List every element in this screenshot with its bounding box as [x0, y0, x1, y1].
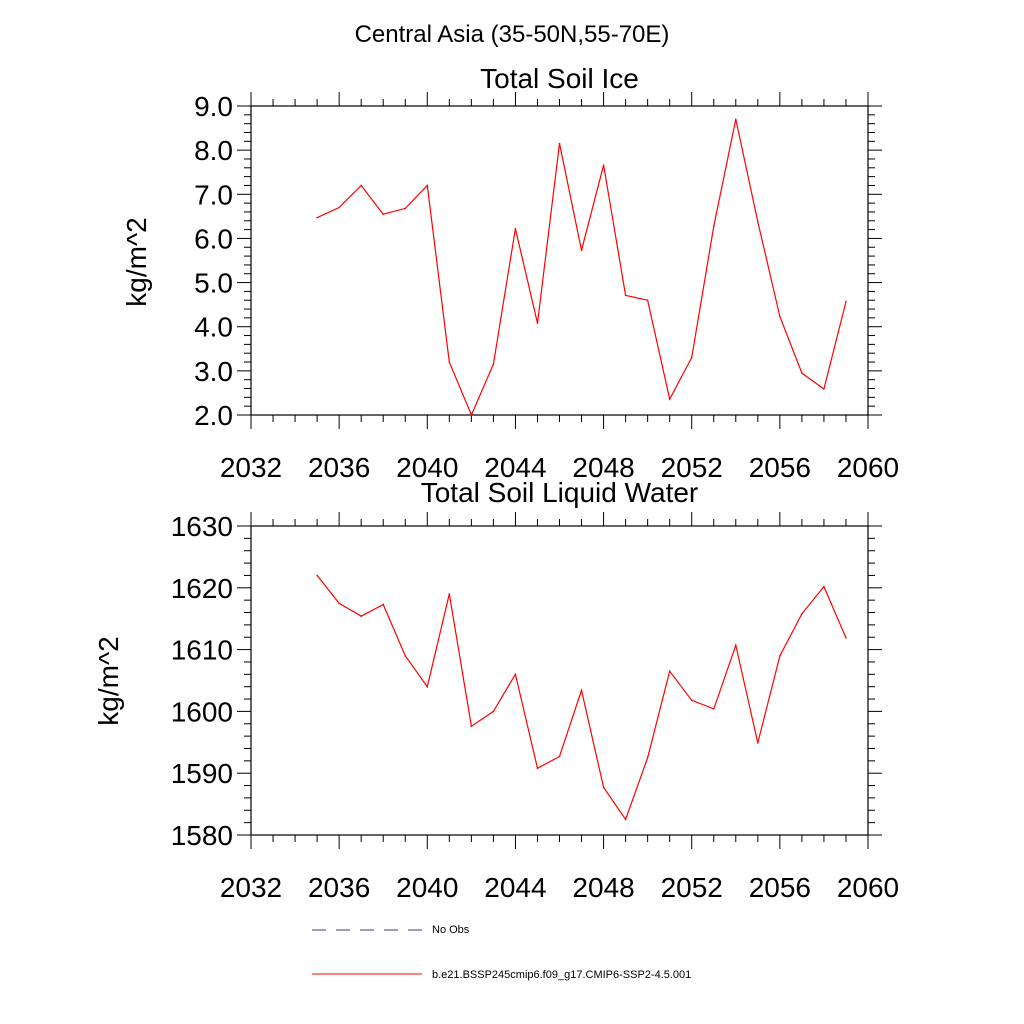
data-point — [470, 414, 473, 416]
x-tick-label: 2060 — [837, 452, 899, 483]
data-point — [382, 603, 385, 606]
data-point — [624, 818, 627, 821]
data-point — [382, 213, 385, 215]
data-point — [514, 673, 517, 676]
x-tick-label: 2044 — [484, 452, 546, 483]
figure-main-title: Central Asia (35-50N,55-70E) — [355, 21, 670, 48]
data-point — [580, 689, 583, 692]
data-point — [757, 220, 759, 223]
data-point — [492, 363, 495, 366]
chart-panel-soil-liquid-water: Total Soil Liquid Water kg/m^2 2032 2036 204… — [93, 477, 899, 903]
data-point — [712, 708, 715, 710]
y-tick-label: 8.0 — [194, 135, 233, 166]
data-point — [779, 315, 781, 318]
data-point — [492, 710, 495, 713]
data-point — [536, 767, 539, 770]
y-tick-label: 1610 — [171, 635, 233, 666]
data-point — [558, 755, 561, 758]
data-point — [316, 216, 318, 219]
y-tick-label: 1580 — [171, 820, 233, 851]
data-point — [338, 206, 340, 209]
series-line-model-run — [316, 119, 847, 417]
data-point — [801, 612, 803, 615]
data-point — [404, 654, 407, 657]
data-point — [624, 294, 627, 297]
y-axis-label: kg/m^2 — [121, 217, 152, 306]
x-tick-label: 2032 — [220, 872, 282, 903]
x-tick-label: 2036 — [308, 872, 370, 903]
data-point — [668, 670, 671, 673]
plot-frame — [250, 105, 869, 416]
data-point — [823, 388, 825, 390]
data-point — [426, 685, 429, 688]
chart-panels: Total Soil Ice kg/m^2 2032 2036 2040 2044 2048… — [93, 63, 899, 903]
data-point — [338, 602, 340, 605]
data-point — [845, 637, 847, 639]
y-tick-label: 1620 — [171, 573, 233, 604]
data-point — [646, 299, 649, 302]
data-point — [558, 142, 561, 145]
y-tick-label: 5.0 — [194, 268, 233, 299]
data-point — [602, 164, 605, 166]
data-point — [757, 742, 759, 744]
data-point — [602, 786, 605, 789]
y-tick-label: 4.0 — [194, 312, 233, 343]
data-point — [734, 118, 737, 121]
data-point — [690, 356, 693, 359]
data-point — [426, 184, 429, 187]
y-tick-label: 1590 — [171, 758, 233, 789]
data-point — [801, 372, 803, 374]
data-point — [823, 585, 825, 588]
legend-label-model-run: b.e21.BSSP245cmip6.f09_g17.CMIP6-SSP2-4.… — [432, 969, 691, 981]
data-point — [845, 300, 847, 303]
y-tick-label: 1630 — [171, 511, 233, 542]
x-tick-label: 2052 — [661, 872, 723, 903]
legend-label-no-obs: No Obs — [432, 924, 470, 936]
x-tick-label: 2048 — [572, 872, 634, 903]
y-axis-label: kg/m^2 — [93, 636, 124, 725]
y-tick-label: 2.0 — [194, 400, 233, 431]
data-point — [448, 361, 451, 363]
chart-title: Total Soil Ice — [480, 63, 639, 94]
y-tick-label: 7.0 — [194, 179, 233, 210]
x-tick-label: 2040 — [396, 452, 458, 483]
data-point — [360, 615, 362, 618]
data-point — [360, 184, 362, 187]
plot-frame — [250, 525, 869, 836]
x-tick-label: 2044 — [484, 872, 546, 903]
x-tick-label: 2032 — [220, 452, 282, 483]
data-point — [712, 225, 715, 227]
x-tick-label: 2052 — [661, 452, 723, 483]
y-tick-label: 9.0 — [194, 91, 233, 122]
data-point — [514, 227, 517, 230]
chart-panel-soil-ice: Total Soil Ice kg/m^2 2032 2036 2040 2044 2048… — [121, 63, 899, 483]
data-point — [690, 699, 693, 702]
data-point — [580, 249, 583, 252]
y-tick-label: 3.0 — [194, 356, 233, 387]
data-point — [536, 322, 539, 324]
data-point — [646, 756, 649, 759]
x-tick-label: 2036 — [308, 452, 370, 483]
data-point — [316, 574, 318, 577]
legend: No Obs b.e21.BSSP245cmip6.f09_g17.CMIP6-… — [312, 924, 691, 981]
data-point — [734, 644, 737, 647]
data-point — [404, 207, 407, 210]
series-line-model-run — [316, 575, 847, 821]
y-tick-label: 1600 — [171, 696, 233, 727]
x-tick-label: 2048 — [572, 452, 634, 483]
x-tick-label: 2040 — [396, 872, 458, 903]
data-point — [779, 654, 781, 657]
chart-title: Total Soil Liquid Water — [421, 477, 699, 508]
data-point — [448, 593, 451, 595]
data-point — [668, 398, 671, 400]
x-tick-label: 2056 — [749, 872, 811, 903]
x-tick-label: 2060 — [837, 872, 899, 903]
data-point — [470, 725, 473, 728]
y-tick-label: 6.0 — [194, 223, 233, 254]
x-tick-label: 2056 — [749, 452, 811, 483]
